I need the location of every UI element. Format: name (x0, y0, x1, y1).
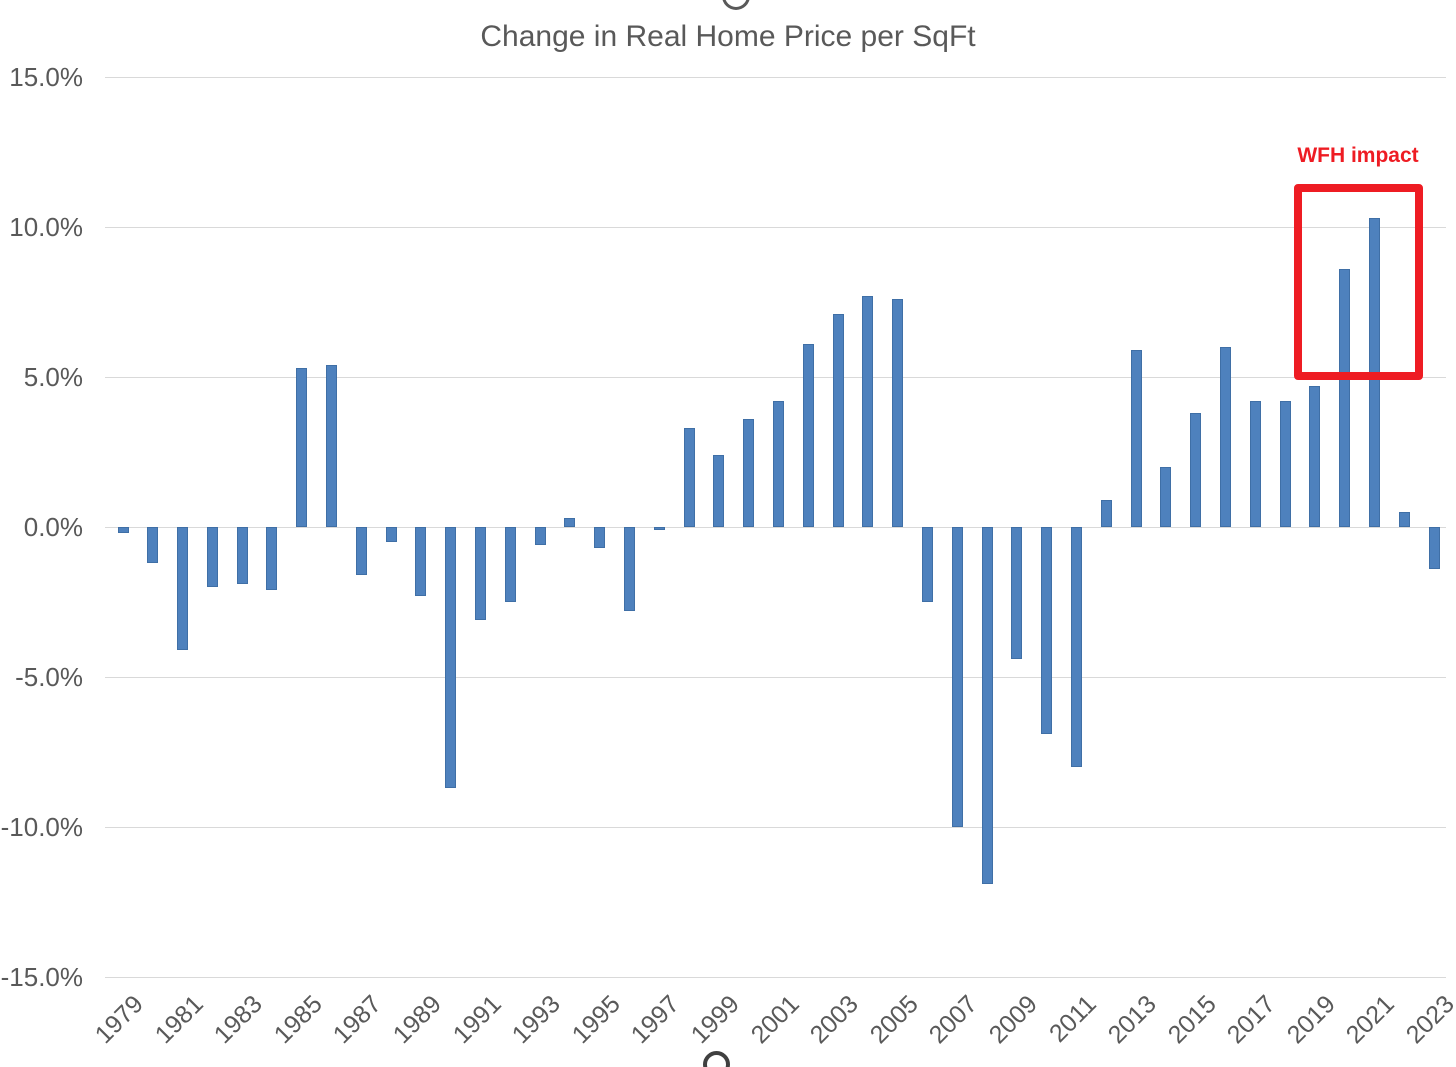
bar-2019 (1309, 386, 1321, 527)
bar-1986 (326, 365, 338, 527)
bar-2022 (1398, 512, 1410, 527)
bar-2012 (1100, 500, 1112, 527)
y-axis-tick-label: -15.0% (0, 962, 83, 992)
bar-2010 (1041, 527, 1053, 734)
bar-1983 (236, 527, 248, 584)
bar-2018 (1279, 401, 1291, 527)
bar-1997 (653, 527, 665, 530)
bar-1998 (683, 428, 695, 527)
bar-1989 (415, 527, 427, 596)
gridline--10.0% (105, 827, 1446, 828)
bar-1999 (713, 455, 725, 527)
wfh-impact-label: WFH impact (1297, 144, 1419, 167)
bar-2013 (1130, 350, 1142, 527)
bar-2007 (951, 527, 963, 827)
bar-2017 (1249, 401, 1261, 527)
bar-1994 (564, 518, 576, 527)
bar-1990 (445, 527, 457, 788)
y-axis-tick-label: -5.0% (15, 662, 83, 692)
bar-1988 (385, 527, 397, 542)
bar-2004 (862, 296, 874, 527)
bar-2006 (921, 527, 933, 602)
bar-1985 (296, 368, 308, 527)
bar-2008 (981, 527, 993, 884)
gridline--15.0% (105, 977, 1446, 978)
bar-1979 (117, 527, 129, 533)
bar-1980 (147, 527, 159, 563)
y-axis-tick-label: 10.0% (9, 212, 83, 242)
bar-1991 (475, 527, 487, 620)
gridline-5.0% (105, 377, 1446, 378)
bar-2003 (832, 314, 844, 527)
gridline--5.0% (105, 677, 1446, 678)
bar-2014 (1160, 467, 1172, 527)
y-axis-tick-label: 15.0% (9, 62, 83, 92)
cropped-axis-glyph: ) (0, 499, 1, 530)
bar-2011 (1070, 527, 1082, 767)
bar-2009 (1011, 527, 1023, 659)
gridline-10.0% (105, 227, 1446, 228)
bar-1987 (355, 527, 367, 575)
bar-1984 (266, 527, 278, 590)
bar-1995 (594, 527, 606, 548)
bar-1982 (206, 527, 218, 587)
bar-2023 (1428, 527, 1440, 569)
bar-2015 (1190, 413, 1202, 527)
bar-2005 (892, 299, 904, 527)
y-axis-tick-label: 0.0% (23, 512, 83, 542)
bar-2020 (1339, 269, 1351, 527)
gridline-15.0% (105, 77, 1446, 78)
cropped-caption-glyph (703, 1051, 730, 1067)
bar-1981 (177, 527, 189, 650)
y-axis-tick-label: -10.0% (0, 812, 83, 842)
y-axis-tick-label: 5.0% (23, 362, 83, 392)
bar-2001 (773, 401, 784, 527)
gridline-0.0% (105, 527, 1446, 528)
bar-1993 (534, 527, 546, 545)
bar-1992 (504, 527, 516, 602)
bar-2002 (802, 344, 814, 527)
bar-2016 (1219, 347, 1231, 527)
bar-2000 (743, 419, 755, 527)
chart-title: Change in Real Home Price per SqFt (480, 20, 976, 53)
bar-1996 (624, 527, 636, 611)
wfh-impact-box (1294, 184, 1423, 380)
